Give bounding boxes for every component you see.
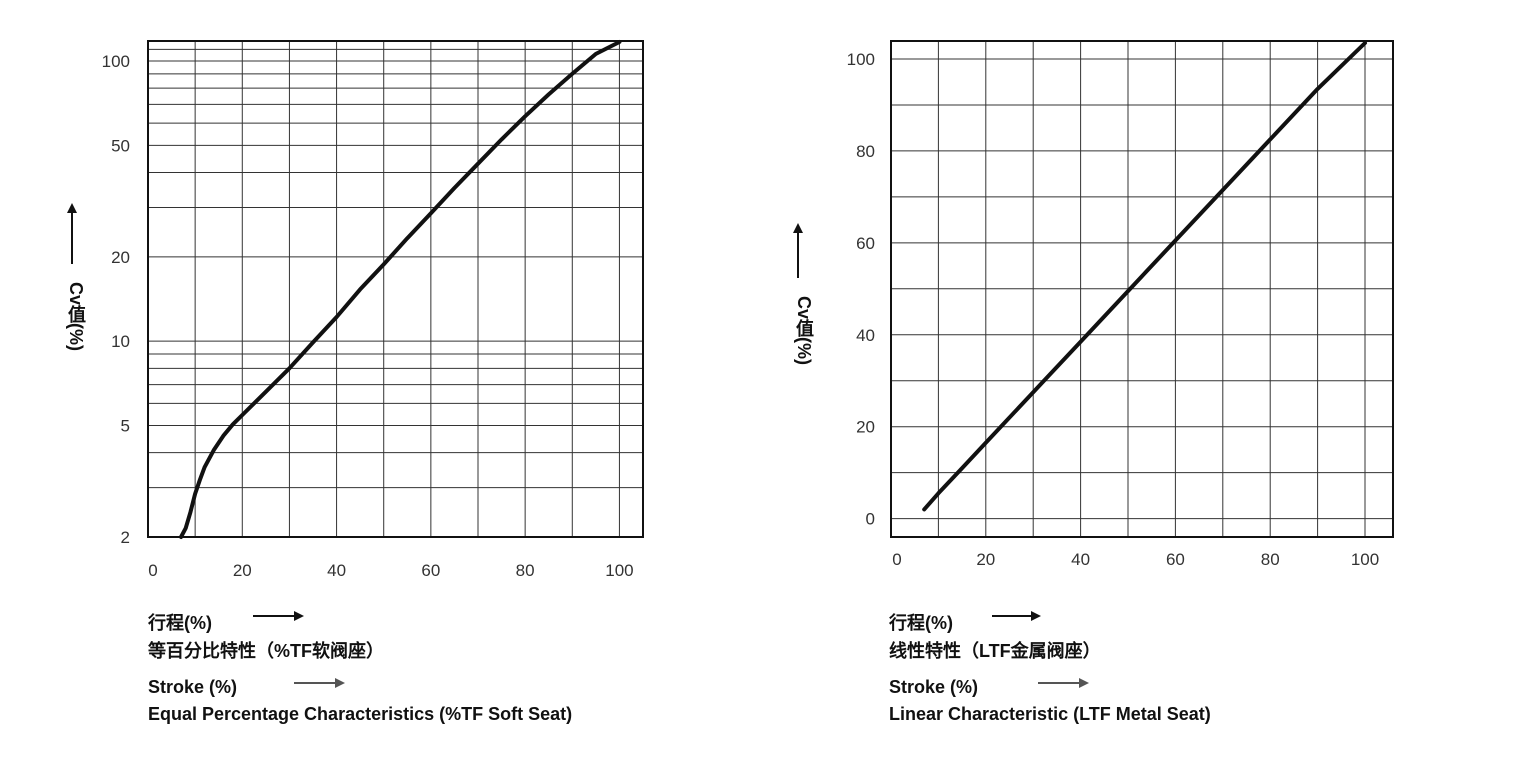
x-tick-label: 80 xyxy=(1261,550,1280,569)
x-axis-arrow-en-icon xyxy=(294,678,345,688)
x-tick-label: 60 xyxy=(421,561,440,580)
x-tick-label: 20 xyxy=(976,550,995,569)
x-tick-label: 0 xyxy=(892,550,901,569)
x-tick-label: 40 xyxy=(327,561,346,580)
x-axis-label-en: Stroke (%) xyxy=(148,677,238,697)
equal-percentage-chart-panel: 2 5 10 20 50 100 0 20 40 60 80 100 Cv值(%) 行程(%) 等百分… xyxy=(66,40,644,724)
y-axis-label: Cv值(%) xyxy=(66,282,86,352)
x-axis-arrow-en-icon xyxy=(1038,678,1089,688)
y-tick-label: 0 xyxy=(866,510,875,529)
x-axis-arrow-icon xyxy=(992,611,1041,621)
y-tick-label: 40 xyxy=(856,326,875,345)
equal-percentage-chart: 2 5 10 20 50 100 0 20 40 60 80 100 xyxy=(102,40,644,580)
y-tick-label: 10 xyxy=(111,332,130,351)
y-tick-label: 100 xyxy=(847,50,875,69)
y-tick-label: 80 xyxy=(856,142,875,161)
cv-line-series xyxy=(922,41,1367,512)
chart-title-cn: 线性特性（LTF金属阀座） xyxy=(889,641,1101,661)
x-axis-label-cn: 行程(%) xyxy=(889,613,953,633)
grid xyxy=(148,41,643,537)
y-tick-label: 50 xyxy=(111,136,130,155)
cv-curve-series xyxy=(179,40,622,539)
plot-frame xyxy=(147,40,644,538)
x-tick-label: 100 xyxy=(605,561,633,580)
y-axis-arrow-icon xyxy=(67,203,77,264)
chart-title-cn: 等百分比特性（%TF软阀座） xyxy=(148,641,384,661)
y-axis-arrow-icon xyxy=(793,223,803,278)
linear-chart: 0 20 40 60 80 100 0 20 40 60 80 100 xyxy=(847,40,1394,569)
x-tick-label: 80 xyxy=(516,561,535,580)
y-axis-label: Cv值(%) xyxy=(794,296,814,366)
plot-frame xyxy=(890,40,1394,538)
chart-title-en: Equal Percentage Characteristics (%TF So… xyxy=(148,704,573,724)
y-tick-label: 5 xyxy=(121,417,130,436)
x-tick-label: 60 xyxy=(1166,550,1185,569)
x-axis-label-cn: 行程(%) xyxy=(148,613,212,633)
x-axis-arrow-icon xyxy=(253,611,304,621)
x-tick-label: 20 xyxy=(233,561,252,580)
chart-title-en: Linear Characteristic (LTF Metal Seat) xyxy=(889,704,1211,724)
y-tick-label: 20 xyxy=(111,248,130,267)
x-tick-label: 40 xyxy=(1071,550,1090,569)
x-axis-label-en: Stroke (%) xyxy=(889,677,979,697)
x-tick-label: 0 xyxy=(148,561,157,580)
y-tick-label: 100 xyxy=(102,52,130,71)
grid xyxy=(891,41,1393,537)
y-tick-label: 2 xyxy=(121,528,130,547)
linear-chart-panel: 0 20 40 60 80 100 0 20 40 60 80 100 Cv值(%) 行程(%) 线性… xyxy=(770,0,1540,779)
x-tick-label: 100 xyxy=(1351,550,1379,569)
y-tick-label: 20 xyxy=(856,418,875,437)
y-tick-label: 60 xyxy=(856,234,875,253)
